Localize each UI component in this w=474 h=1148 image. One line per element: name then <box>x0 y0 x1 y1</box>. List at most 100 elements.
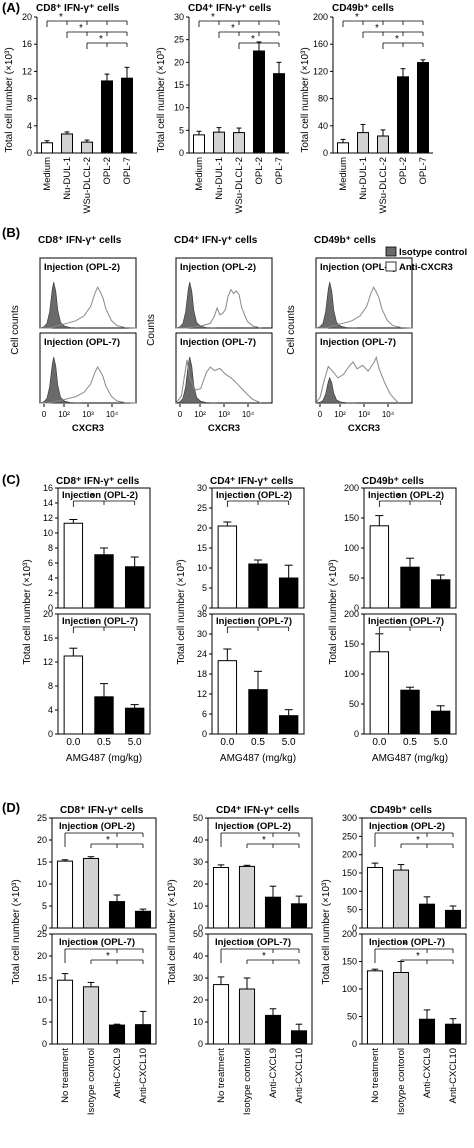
panel-c-sig-star: * <box>397 492 401 503</box>
panel-c-y-tick-label: 30 <box>197 629 207 639</box>
panel-c-category-label: 0.5 <box>403 737 417 748</box>
panel-c-bar <box>369 651 390 735</box>
panel-d-bar <box>290 1030 308 1045</box>
panel-c-row-label: Injection (OPL-7) <box>62 616 138 627</box>
panel-d-bar <box>290 903 308 929</box>
panel-a-y-axis-title: Total cell number (×10³) <box>300 47 311 152</box>
panel-c-y-tick-label: 16 <box>43 633 53 643</box>
panel-c-bar <box>63 522 84 609</box>
panel-c-chart-title: CD4⁺ IFN-γ⁺ cells <box>210 476 294 487</box>
panel-d-bar <box>418 903 436 929</box>
panel-a-sig-star: * <box>59 12 63 23</box>
panel-b-anti-cxcr3-histogram <box>176 288 262 329</box>
panel-b-isotype-histogram <box>315 281 358 329</box>
panel-d-y-tick-label: 100 <box>342 984 357 994</box>
panel-c-category-label: 5.0 <box>282 737 296 748</box>
panel-a-y-tick-label: 0 <box>323 148 328 158</box>
panel-c-bar <box>124 566 145 609</box>
panel-d-bar <box>264 1014 282 1045</box>
panel-d-y-tick-label: 100 <box>342 886 357 896</box>
panel-b-column-1: CD4⁺ IFN-γ⁺ cells Counts Injection (OPL-2)… <box>146 235 273 434</box>
panel-b-isotype-histogram <box>175 356 218 404</box>
panel-a-category-label: OPL-7 <box>122 157 133 184</box>
panel-a-bar <box>357 132 369 154</box>
panel-c-y-tick-label: 200 <box>344 609 359 619</box>
panel-c-row-label: Injection (OPL-7) <box>368 616 444 627</box>
panel-b-anti-cxcr3-histogram <box>40 365 137 404</box>
panel-c-y-tick-label: 16 <box>43 483 53 493</box>
panel-d: (D) <box>2 800 20 815</box>
panel-label-d: (D) <box>2 800 20 815</box>
panel-d-y-tick-label: 200 <box>342 850 357 860</box>
panel-c-bar <box>217 525 238 609</box>
panel-d-category-label: No treatment <box>370 1048 381 1103</box>
panel-c-row-label: Injection (OPL-2) <box>62 490 138 501</box>
panel-b-isotype-histogram <box>175 281 218 329</box>
panel-d-row-label: Injection (OPL-2) <box>59 821 135 832</box>
panel-a-y-tick-label: 20 <box>22 12 32 22</box>
panel-d-bar <box>366 867 384 929</box>
panel-d-y-tick-label: 0 <box>198 1039 203 1049</box>
panel-a-y-tick-label: 0 <box>27 148 32 158</box>
panel-a-category-label: Medium <box>338 157 349 191</box>
panel-a-sig-star: * <box>211 12 215 23</box>
panel-d-bar <box>108 901 126 929</box>
panel-d-sig-star: * <box>416 835 420 846</box>
panel-d-sig-star: * <box>403 940 407 951</box>
panel-a-bar <box>273 73 285 154</box>
panel-b-x-axis-title: CXCR3 <box>208 423 240 434</box>
panel-c-chart: 0 6 12 18 24 30 36 0.0 0.5 5.0 * <box>197 609 305 748</box>
panel-a-chart-0: CD8⁺ IFN-γ⁺ cells Total cell number (×10³… <box>4 3 137 214</box>
panel-a-sig-star: * <box>99 34 103 45</box>
panel-d-y-tick-label: 50 <box>193 813 203 823</box>
panel-d-sig-star: * <box>106 951 110 962</box>
panel-c-bar <box>400 566 420 609</box>
panel-d-y-tick-label: 40 <box>193 951 203 961</box>
panel-d-bar <box>392 869 410 929</box>
panel-d-chart: 0 50 100 150 200 No treatment Isotype contorol… <box>342 929 467 1115</box>
panel-c-row-label: Injection (OPL-2) <box>216 490 292 501</box>
panel-d-bar <box>82 857 100 929</box>
panel-a-category-label: OPL-2 <box>102 157 113 184</box>
panel-a-chart: 0 4 8 12 16 20 Medium Nu-DUL-1 WSu-DLCL-2 OPL-2 OP… <box>22 12 137 214</box>
panel-c-y-tick-label: 12 <box>197 689 207 699</box>
panel-a-y-tick-label: 120 <box>313 66 328 76</box>
panel-c-bar <box>278 577 299 609</box>
panel-c-bar <box>94 696 114 735</box>
panel-d-y-tick-label: 10 <box>37 995 47 1005</box>
panel-a-y-axis-title: Total cell number (×10³) <box>4 47 15 152</box>
panel-a-bar <box>121 77 133 154</box>
panel-a-bar <box>81 141 93 154</box>
panel-a-y-tick-label: 80 <box>318 94 328 104</box>
panel-b-charts: CD8⁺ IFN-γ⁺ cells Cell counts Injection (O… <box>10 235 467 434</box>
panel-a-y-tick-label: 30 <box>174 12 184 22</box>
panel-a-y-axis-title: Total cell number (×10³) <box>156 47 167 152</box>
panel-a-category-label: OPL-2 <box>398 157 409 184</box>
panel-c-y-tick-label: 0 <box>202 603 207 613</box>
panel-d-bar <box>134 910 152 929</box>
panel-d-sig-star: * <box>93 940 97 951</box>
panel-c-category-label: 0.5 <box>251 737 265 748</box>
panel-a-y-tick-label: 4 <box>27 121 32 131</box>
panel-d-y-tick-label: 30 <box>193 857 203 867</box>
panel-b-y-axis-title: Counts <box>146 314 157 346</box>
panel-c-sig-star: * <box>397 618 401 629</box>
panel-d-category-label: No treatment <box>216 1048 227 1103</box>
panel-b-x-tick-label: 10² <box>58 410 70 419</box>
panel-a-y-tick-label: 0 <box>179 148 184 158</box>
panel-a-y-tick-label: 200 <box>313 12 328 22</box>
panel-c-y-tick-label: 36 <box>197 609 207 619</box>
panel-a-chart-1: CD4⁺ IFN-γ⁺ cells Total cell number (×10³… <box>156 3 289 214</box>
panel-b-x-tick-label: 10³ <box>358 410 370 419</box>
panel-c-bar <box>278 715 299 735</box>
panel-a-sig-star: * <box>79 23 83 34</box>
panel-b-isotype-histogram <box>39 281 82 329</box>
panel-d-category-label: Isotype contorol <box>242 1048 253 1115</box>
panel-a-chart-title: CD4⁺ IFN-γ⁺ cells <box>188 3 272 14</box>
panel-b-row-label: Injection (OPL-7) <box>320 337 396 348</box>
panel-label-a: (A) <box>2 0 20 15</box>
panel-c-chart: 0 5 10 15 20 25 30 *Injection (OPL-2) <box>197 483 305 613</box>
panel-d-chart: 0 5 10 15 20 25 No treatment Isotype contorol An… <box>37 929 157 1115</box>
